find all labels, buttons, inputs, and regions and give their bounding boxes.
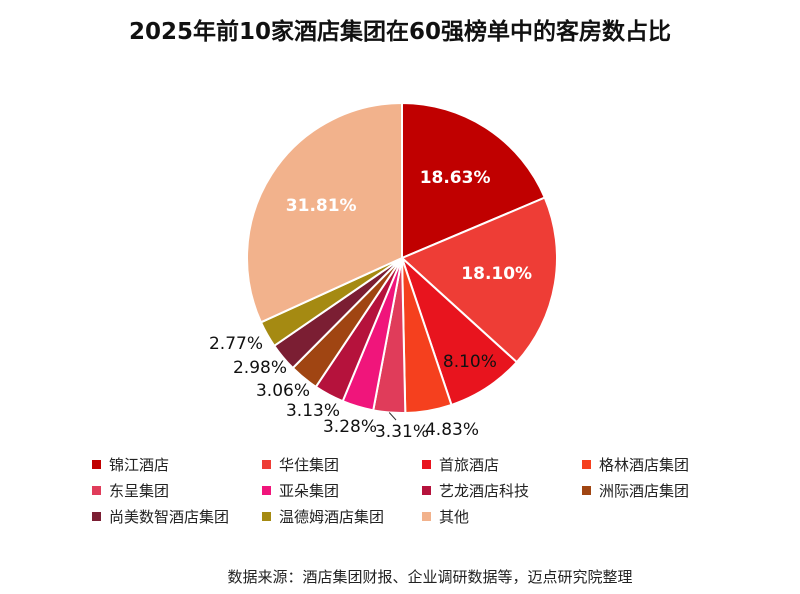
legend-label: 亚朵集团 (279, 481, 340, 500)
legend-item-9: 温德姆酒店集团 (262, 506, 422, 526)
data-label-9: 2.77% (209, 334, 263, 354)
legend-item-0: 锦江酒店 (92, 454, 262, 474)
legend-label: 东呈集团 (109, 481, 170, 500)
legend-label: 温德姆酒店集团 (279, 507, 385, 526)
legend-label: 尚美数智酒店集团 (109, 507, 230, 526)
legend-item-8: 尚美数智酒店集团 (92, 506, 262, 526)
chart-title: 2025年前10家酒店集团在60强榜单中的客房数占比 (128, 19, 672, 45)
legend-label: 其他 (439, 507, 470, 526)
legend-item-4: 东呈集团 (92, 480, 262, 500)
legend-item-1: 华住集团 (262, 454, 422, 474)
legend-item-2: 首旅酒店 (422, 454, 582, 474)
legend-swatch (262, 459, 271, 469)
legend-swatch (582, 485, 591, 495)
legend-swatch (422, 511, 431, 521)
pie-slice-1 (400, 196, 558, 364)
legend: 锦江酒店 华住集团 首旅酒店 格林酒店集团东呈集团 亚朵集团 艺龙酒店科技 洲际酒店集团尚美… (92, 454, 732, 526)
legend-label: 艺龙酒店科技 (439, 481, 530, 500)
data-label-5: 3.28% (323, 417, 377, 437)
legend-item-6: 艺龙酒店科技 (422, 480, 582, 500)
leader-line-4 (388, 412, 397, 421)
data-label-8: 2.98% (233, 358, 287, 378)
legend-swatch (422, 459, 431, 469)
legend-swatch (92, 459, 101, 469)
legend-label: 洲际酒店集团 (599, 481, 690, 500)
data-label-6: 3.13% (286, 401, 340, 421)
legend-swatch (92, 511, 101, 521)
data-label-0: 18.63% (420, 168, 491, 188)
data-label-2: 8.10% (443, 352, 497, 372)
legend-swatch (262, 485, 271, 495)
data-label-10: 31.81% (286, 196, 357, 216)
pie-slice-0 (401, 101, 547, 260)
legend-item-5: 亚朵集团 (262, 480, 422, 500)
pie-slices (246, 101, 558, 414)
legend-item-10: 其他 (422, 506, 582, 526)
label-leader-lines (388, 412, 397, 421)
legend-label: 华住集团 (279, 455, 340, 474)
data-label-3: 4.83% (425, 420, 479, 440)
legend-swatch (92, 485, 101, 495)
legend-label: 首旅酒店 (439, 455, 500, 474)
legend-swatch (582, 459, 591, 469)
data-label-4: 3.31% (375, 422, 429, 442)
pie-chart: 18.63% 18.10% 8.10% 4.83%3.31%3.28%3.13%3.0… (209, 101, 558, 442)
legend-label: 锦江酒店 (109, 455, 170, 474)
source-note: 数据来源：酒店集团财报、企业调研数据等，迈点研究院整理 (227, 568, 633, 586)
legend-swatch (262, 511, 271, 521)
data-label-7: 3.06% (256, 381, 310, 401)
data-label-1: 18.10% (461, 264, 532, 284)
data-labels: 18.63% 18.10% 8.10% 4.83%3.31%3.28%3.13%3.0… (209, 168, 532, 442)
legend-swatch (422, 485, 431, 495)
legend-label: 格林酒店集团 (599, 455, 690, 474)
legend-item-7: 洲际酒店集团 (582, 480, 732, 500)
legend-item-3: 格林酒店集团 (582, 454, 732, 474)
pie-slice-10 (246, 101, 403, 324)
